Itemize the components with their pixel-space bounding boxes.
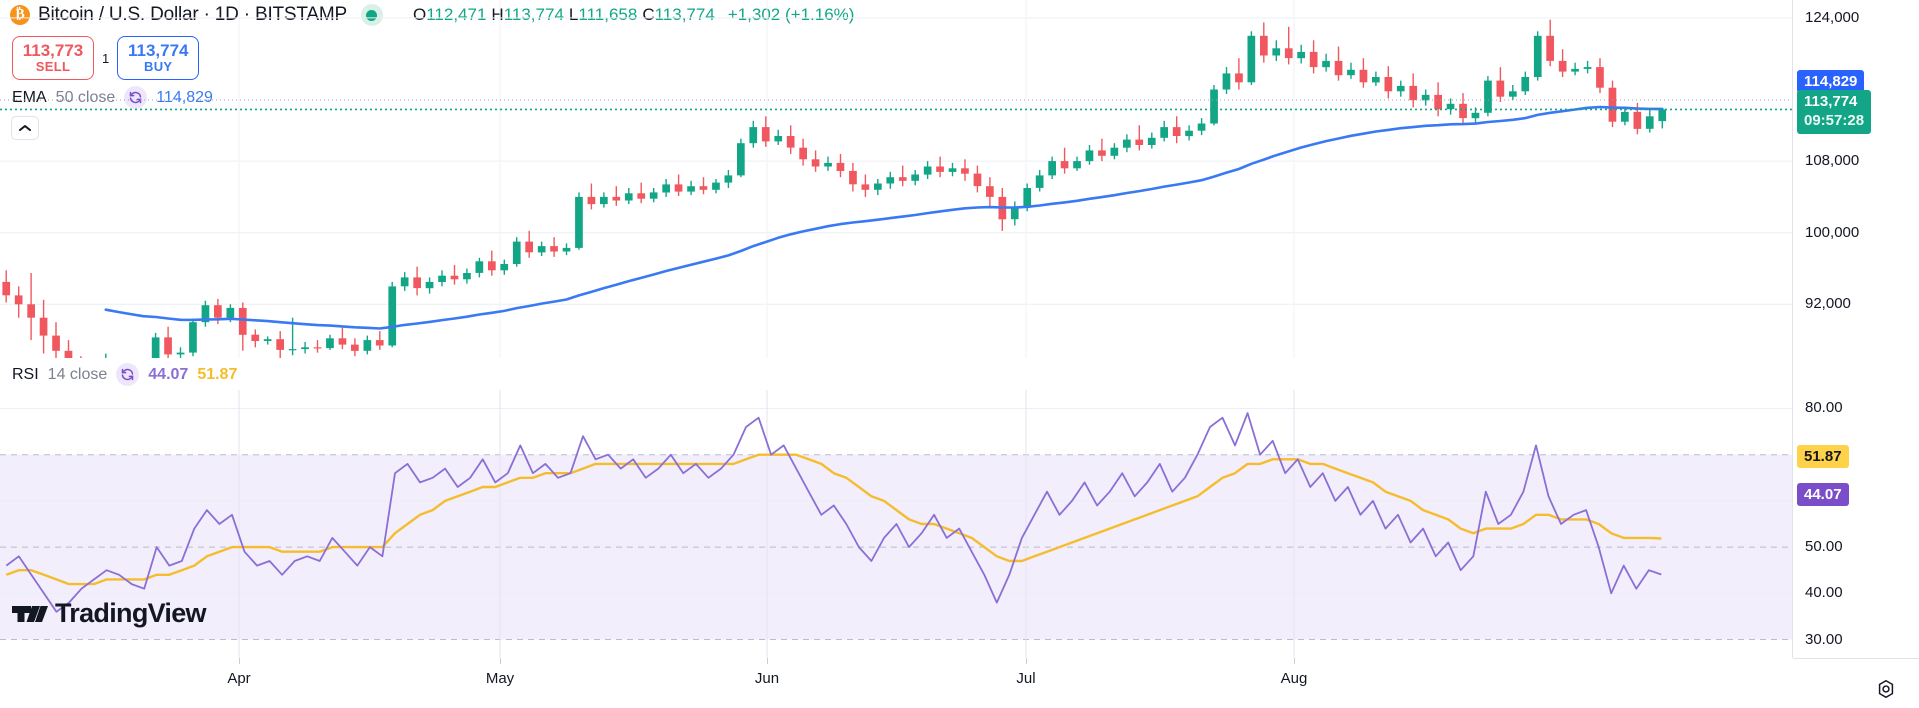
ohlc-values: O 112,471 H 113,774 L 111,658 C 113,774 +1,3… [413,5,854,25]
ema-name: EMA [12,88,47,106]
countdown-timer: 09:57:28 [1804,111,1865,129]
sell-label: SELL [35,59,71,75]
price-tick-label: 92,000 [1805,295,1851,313]
buy-label: BUY [144,59,173,75]
rsi-value: 44.07 [148,365,189,383]
rsi-value-tag-value: 44.07 [1804,486,1842,503]
last-price-tag-value: 113,774 [1804,93,1858,110]
price-axis[interactable]: 124,000108,000100,00092,00080.0070.0060.… [1793,0,1919,658]
buy-price: 113,774 [127,41,189,61]
rsi-tick-label: 80.00 [1805,399,1843,417]
rsi-chart-pane[interactable] [0,390,1793,658]
axis-divider [1792,0,1793,658]
time-axis[interactable]: Apr May Jun Jul Aug [0,658,1793,708]
low-value: 111,658 [578,5,638,24]
time-tick-label: Jul [1016,670,1036,687]
time-tick-mark [239,658,240,664]
high-value: 113,774 [503,5,564,24]
close-label: C [642,5,655,24]
rsi-ma-tag-value: 51.87 [1804,448,1842,465]
bitcoin-icon: ₿ [10,5,30,25]
time-tick-mark [1026,658,1027,664]
rsi-ma-value: 51.87 [197,365,238,383]
tradingview-wordmark: TradingView [55,598,207,628]
time-tick-mark [500,658,501,664]
time-tick-label: May [485,670,515,687]
price-tick-label: 108,000 [1805,152,1860,170]
market-status-icon[interactable] [360,4,383,26]
low-label: L [568,5,579,24]
open-value: 112,471 [426,5,487,24]
tradingview-logo: TradingView [12,598,207,629]
collapse-pane-button[interactable] [11,116,39,140]
order-quantity[interactable]: 1 [102,50,110,66]
ema-indicator-legend[interactable]: EMA 50 close 114,829 [12,86,213,109]
price-tick-label: 124,000 [1805,8,1860,26]
price-change: +1,302 (+1.16%) [727,5,855,24]
rsi-indicator-legend[interactable]: RSI 14 close 44.07 51.87 [12,363,237,386]
buy-button[interactable]: 113,774 BUY [117,36,200,80]
rsi-value-tag[interactable]: 44.07 [1797,483,1849,506]
refresh-icon[interactable] [124,86,148,109]
tradingview-mark-icon [12,605,48,622]
settings-gear-icon[interactable] [1875,678,1897,700]
time-tick-label: Jun [754,670,780,687]
ema-value: 114,829 [156,88,213,106]
time-tick-label: Apr [227,670,251,687]
close-value: 113,774 [654,5,715,24]
open-label: O [412,5,427,24]
price-chart-pane[interactable] [0,0,1793,358]
time-tick-mark [1294,658,1295,664]
rsi-tick-label: 50.00 [1805,538,1843,556]
symbol-title[interactable]: Bitcoin / U.S. Dollar · 1D · BITSTAMP [38,4,347,25]
ema-price-tag-value: 114,829 [1804,73,1858,90]
ema-params: 50 close [55,88,116,106]
trade-buttons: 113,773 SELL 1 113,774 BUY [12,36,200,80]
rsi-tick-label: 30.00 [1805,630,1843,648]
rsi-name: RSI [12,365,39,383]
high-label: H [491,5,504,24]
time-tick-label: Aug [1280,670,1308,687]
ema-price-tag[interactable]: 114,829 [1797,70,1865,93]
chevron-up-icon [19,125,31,131]
time-tick-mark [767,658,768,664]
last-price-tag[interactable]: 113,774 09:57:28 [1797,90,1872,134]
refresh-icon[interactable] [116,363,140,386]
market-open-dot [366,9,378,21]
chart-legend: ₿ Bitcoin / U.S. Dollar · 1D · BITSTAMP … [10,4,854,26]
price-tick-label: 100,000 [1805,223,1860,241]
sell-price: 113,773 [22,41,84,61]
sell-button[interactable]: 113,773 SELL [12,36,94,80]
rsi-ma-tag[interactable]: 51.87 [1797,445,1849,468]
rsi-tick-label: 40.00 [1805,584,1843,602]
rsi-params: 14 close [47,365,108,383]
